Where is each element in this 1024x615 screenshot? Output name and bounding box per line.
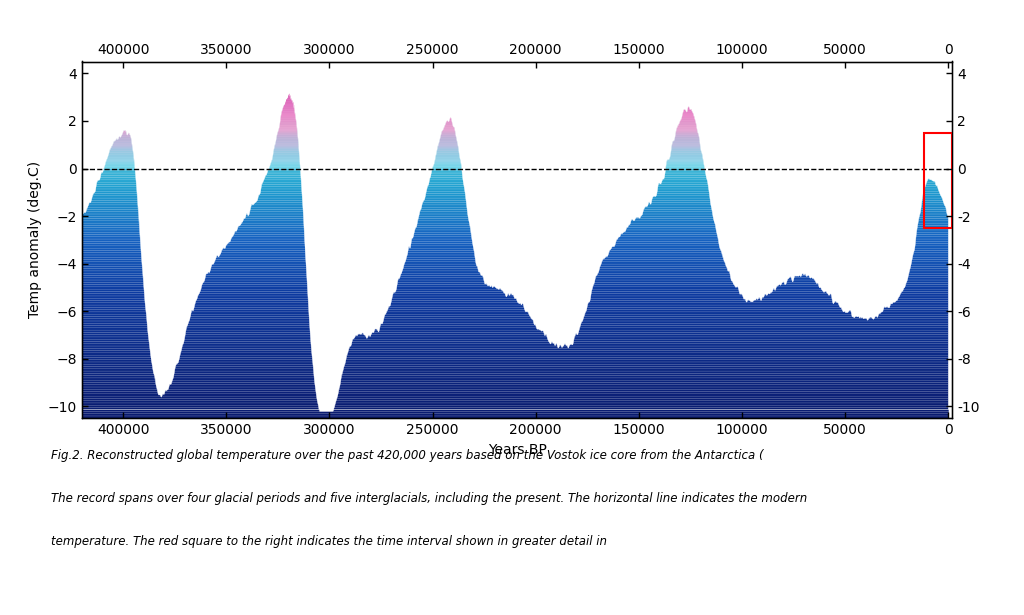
Text: Fig.2. Reconstructed global temperature over the past 420,000 years based on the: Fig.2. Reconstructed global temperature …: [51, 449, 764, 462]
Y-axis label: Temp anomaly (deg.C): Temp anomaly (deg.C): [29, 161, 42, 319]
X-axis label: Years BP: Years BP: [487, 443, 547, 456]
Text: The record spans over four glacial periods and five interglacials, including the: The record spans over four glacial perio…: [51, 492, 808, 505]
Text: temperature. The red square to the right indicates the time interval shown in gr: temperature. The red square to the right…: [51, 535, 611, 548]
Bar: [925, 133, 952, 228]
